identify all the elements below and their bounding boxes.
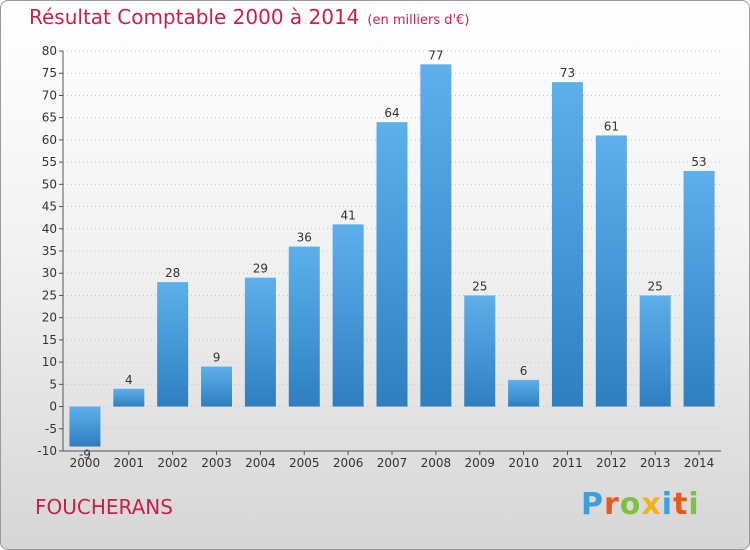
data-label-2003: 9: [213, 351, 221, 365]
x-tick-label-2007: 2007: [377, 456, 408, 470]
bar-2012: [595, 135, 627, 407]
x-tick-label-2001: 2001: [114, 456, 145, 470]
x-tick-label-2003: 2003: [201, 456, 232, 470]
y-tick-label: -5: [45, 422, 57, 436]
commune-name: FOUCHERANS: [35, 495, 173, 519]
y-tick-label: 15: [42, 333, 57, 347]
x-tick-label-2008: 2008: [421, 456, 452, 470]
logo-letter: r: [604, 487, 620, 522]
data-label-2008: 77: [428, 48, 443, 62]
bar-2002: [157, 282, 189, 407]
data-label-2010: 6: [520, 364, 528, 378]
y-tick-label: 35: [42, 244, 57, 258]
data-label-2012: 61: [604, 119, 619, 133]
bar-2005: [288, 246, 320, 407]
x-tick-label-2002: 2002: [157, 456, 188, 470]
y-tick-label: 5: [49, 377, 57, 391]
x-tick-label-2006: 2006: [333, 456, 364, 470]
y-tick-label: 55: [42, 155, 57, 169]
bar-2003: [201, 366, 233, 407]
bar-2014: [683, 171, 715, 407]
y-tick-label: -10: [37, 444, 57, 458]
y-tick-label: 40: [42, 222, 57, 236]
logo-letter: x: [641, 487, 662, 522]
y-tick-label: 0: [49, 400, 57, 414]
y-tick-label: 80: [42, 44, 57, 58]
bar-2001: [113, 388, 145, 407]
logo-letter: t: [673, 487, 689, 522]
data-label-2006: 41: [340, 208, 355, 222]
data-label-2013: 25: [648, 279, 663, 293]
bar-2007: [376, 122, 408, 407]
data-label-2002: 28: [165, 266, 180, 280]
y-tick-label: 60: [42, 133, 57, 147]
axes: -10 -5 0 5 10 15 20 25 30 35 40 45 50 55 60 65 70 75 80 200…: [37, 44, 721, 470]
data-label-2011: 73: [560, 66, 575, 80]
data-label-2001: 4: [125, 373, 133, 387]
title-text: Résultat Comptable 2000 à 2014: [29, 5, 360, 29]
y-tick-label: 10: [42, 355, 57, 369]
y-tick-label: 75: [42, 66, 57, 80]
bar-2013: [639, 295, 671, 407]
y-tick-label: 50: [42, 177, 57, 191]
data-label-2005: 36: [297, 231, 312, 245]
y-tick-label: 70: [42, 88, 57, 102]
y-tick-label: 45: [42, 200, 57, 214]
logo-letter: i: [661, 487, 674, 522]
y-tick-label: 25: [42, 288, 57, 302]
unit-label: (en milliers d'€): [367, 13, 470, 28]
data-label-2004: 29: [253, 262, 268, 276]
logo-letter: i: [688, 487, 700, 522]
x-tick-label-2011: 2011: [552, 456, 583, 470]
x-tick-label-2013: 2013: [640, 456, 671, 470]
y-tick-label: 65: [42, 111, 57, 125]
x-tick-label-2014: 2014: [684, 456, 715, 470]
bar-2004: [244, 277, 276, 407]
x-tick-label-2000: 2000: [70, 456, 101, 470]
bar-2008: [420, 64, 452, 407]
y-tick-label: 20: [42, 311, 57, 325]
data-label-2014: 53: [691, 155, 706, 169]
data-label-2007: 64: [384, 106, 399, 120]
bar-2000: [69, 406, 101, 447]
bar-2010: [508, 379, 540, 407]
proxiti-logo: Proxiti: [581, 487, 700, 522]
x-tick-label-2005: 2005: [289, 456, 320, 470]
y-tick-label: 30: [42, 266, 57, 280]
x-tick-label-2009: 2009: [464, 456, 495, 470]
x-tick-label-2010: 2010: [508, 456, 539, 470]
chart-title: Résultat Comptable 2000 à 2014 (en millie…: [29, 5, 469, 29]
bar-2009: [464, 295, 496, 407]
x-tick-label-2004: 2004: [245, 456, 276, 470]
data-label-2009: 25: [472, 279, 487, 293]
x-tick-label-2012: 2012: [596, 456, 627, 470]
bar-2006: [332, 224, 364, 407]
logo-letter: P: [581, 487, 604, 522]
bar-2011: [551, 82, 583, 407]
logo-letter: o: [619, 487, 642, 522]
